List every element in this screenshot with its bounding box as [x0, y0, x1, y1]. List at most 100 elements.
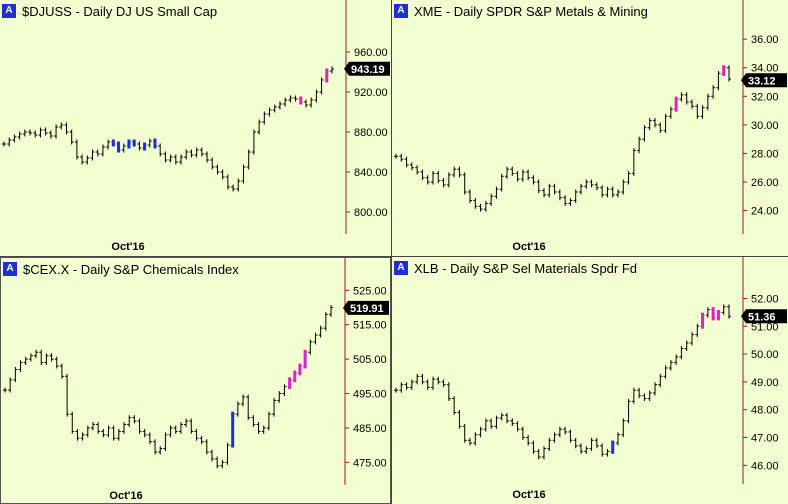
price-bar [499, 173, 504, 192]
price-bar [329, 305, 333, 317]
chart-panel-djuss[interactable]: A $DJUSS - Daily DJ US Small Cap 800.00 8… [0, 0, 391, 256]
price-bar [520, 426, 525, 440]
price-bar [552, 183, 557, 195]
price-bar [690, 332, 694, 346]
price-bar [552, 432, 557, 443]
y-tick-label: 495.00 [353, 389, 387, 401]
y-tick-label: 52.00 [751, 293, 779, 305]
price-bar [489, 418, 494, 429]
chart-badge[interactable]: A [2, 4, 16, 18]
price-bar [404, 156, 409, 168]
price-bar [111, 425, 116, 441]
chart-badge[interactable]: A [394, 4, 408, 18]
price-bar [225, 442, 230, 465]
x-date-label: Oct'16 [111, 241, 144, 253]
price-chart-svg: 800.00 840.00 880.00 920.00 960.00 943.19 Oct'… [2, 0, 390, 253]
price-bar [313, 332, 318, 345]
last-price-label: 51.36 [748, 311, 776, 323]
price-bar [610, 440, 615, 454]
price-bar [184, 418, 189, 427]
price-bar [616, 432, 620, 446]
price-bar [637, 387, 642, 399]
price-bar [90, 422, 95, 431]
y-tick-label: 50.00 [751, 349, 779, 361]
price-bar [127, 415, 132, 427]
price-bar [594, 437, 599, 449]
price-bar [642, 393, 647, 402]
price-bar [137, 418, 142, 434]
y-tick-label: 960.00 [354, 47, 388, 59]
chart-header: A $DJUSS - Daily DJ US Small Cap [2, 3, 217, 19]
price-bar [473, 432, 478, 446]
price-bar [721, 304, 726, 315]
chart-panel-xme[interactable]: A XME - Daily SPDR S&P Metals & Mining 2… [392, 0, 788, 256]
price-bar [282, 384, 287, 396]
price-bar [43, 127, 48, 136]
price-bar [547, 183, 552, 198]
price-bar [531, 440, 536, 454]
price-bar [478, 426, 483, 438]
price-bar [563, 426, 568, 435]
price-bar [594, 182, 599, 191]
price-bar [28, 129, 33, 136]
price-bar [531, 175, 536, 185]
price-bar [457, 410, 462, 429]
price-bar [536, 448, 541, 460]
price-bar [54, 356, 59, 369]
chart-panel-xlb[interactable]: A XLB - Daily S&P Sel Materials Spdr Fd … [392, 257, 788, 504]
price-bar [173, 425, 178, 434]
price-bar [330, 66, 334, 74]
price-bar [80, 432, 85, 441]
price-bar [209, 449, 214, 462]
price-bar [230, 411, 235, 448]
price-bar [616, 189, 620, 198]
price-bar [679, 92, 684, 102]
price-bar [626, 398, 631, 424]
chart-title: $CEX.X - Daily S&P Chemicals Index [23, 261, 239, 277]
price-bar [631, 387, 636, 404]
price-bar [462, 423, 467, 443]
price-bar [184, 149, 189, 160]
price-bar [132, 139, 137, 147]
price-bar [168, 154, 173, 163]
price-bar [462, 172, 467, 195]
chart-panel-cex[interactable]: A $CEX.X - Daily S&P Chemicals Index 475… [0, 257, 391, 504]
price-bar [674, 96, 679, 112]
price-bar [168, 425, 173, 438]
price-bar [80, 154, 85, 165]
price-bar [536, 179, 541, 194]
price-bar [394, 153, 398, 159]
price-bar [441, 178, 446, 188]
y-tick-label: 30.00 [751, 120, 779, 132]
y-tick-label: 28.00 [751, 148, 779, 160]
price-bar [147, 138, 152, 148]
price-bar [241, 394, 246, 407]
price-bar [49, 353, 54, 362]
y-tick-label: 26.00 [751, 177, 779, 189]
price-bar [293, 95, 298, 102]
price-bar [111, 139, 116, 147]
price-bar [272, 397, 277, 417]
price-bar [436, 170, 441, 184]
price-bar [584, 179, 589, 189]
price-bar [700, 105, 705, 119]
price-bar [674, 354, 679, 365]
price-bar [420, 169, 425, 181]
price-bar [308, 339, 313, 355]
price-bar [626, 170, 631, 185]
price-chart-svg: 24.00 26.00 28.00 30.00 32.00 34.00 36.00 33.12… [394, 0, 787, 253]
price-bar [95, 149, 100, 157]
price-bar [557, 189, 562, 201]
price-bar [23, 356, 28, 366]
price-bar [468, 437, 472, 446]
price-bar [695, 103, 700, 119]
chart-badge[interactable]: A [3, 262, 17, 276]
price-bar [510, 418, 515, 427]
price-bar [85, 425, 90, 438]
price-bar [579, 183, 583, 195]
price-bar [277, 101, 282, 110]
chart-badge[interactable]: A [394, 261, 408, 275]
price-bar [415, 373, 420, 385]
price-bar [425, 379, 430, 390]
price-bar [287, 377, 292, 390]
